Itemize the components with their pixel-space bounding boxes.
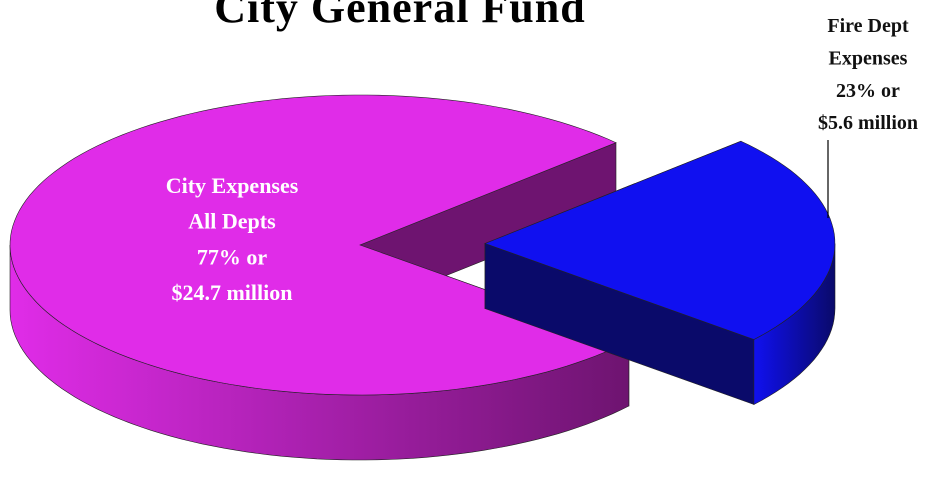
chart-title: City General Fund [214, 0, 585, 32]
slice-label: $24.7 million [171, 280, 292, 305]
slice [484, 140, 836, 340]
slice-label: City Expenses [166, 173, 299, 198]
slice-label: 23% or [836, 80, 900, 102]
slice-label: 77% or [197, 244, 268, 269]
slice-label: Fire Dept [827, 15, 909, 37]
slice-label: All Depts [188, 209, 276, 234]
slice-label: Expenses [829, 47, 908, 69]
slice [9, 94, 630, 396]
slice-label: $5.6 million [818, 112, 918, 134]
